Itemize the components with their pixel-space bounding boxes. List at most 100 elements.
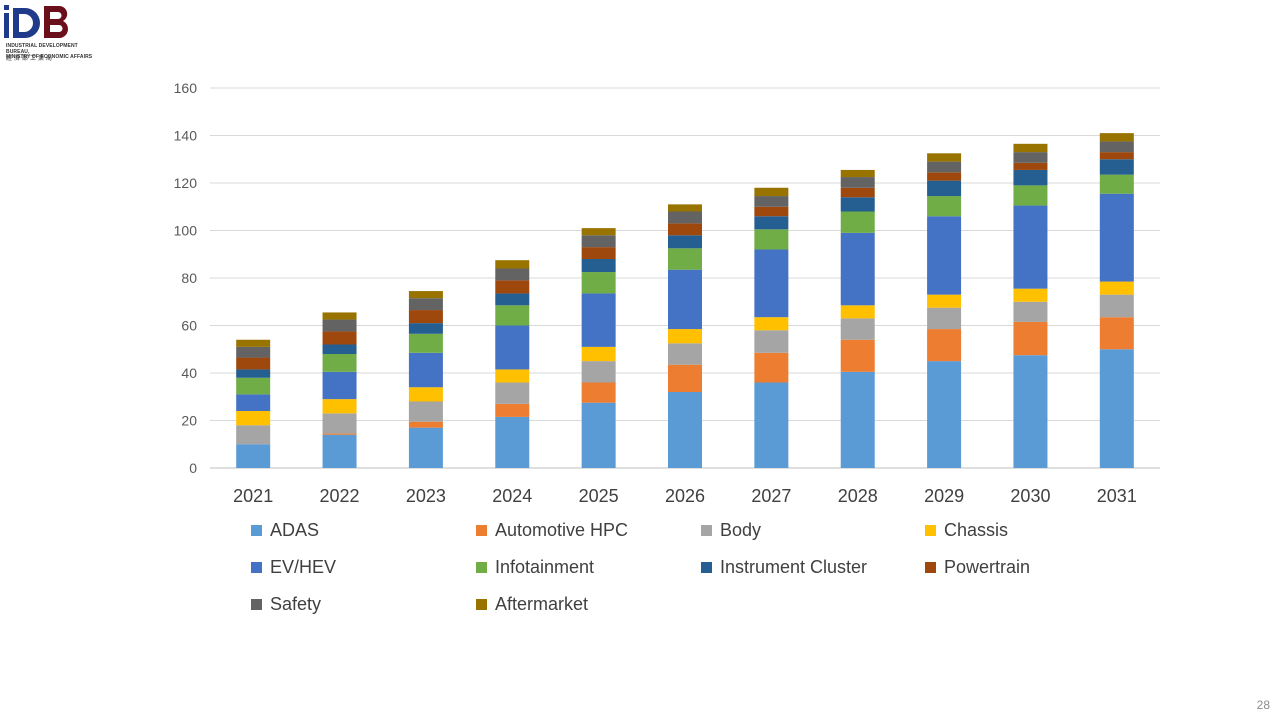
bar-segment-adas [927,361,962,468]
bar-segment-ev-hev [1099,193,1134,282]
bar-stack-2030 [1013,143,1048,468]
bar-segment-powertrain [754,206,789,217]
bar-segment-aftermarket [754,187,789,197]
bar-segment-safety [408,298,443,311]
bar-segment-automotive-hpc [408,421,443,428]
bar-segment-instrument-cluster [495,293,530,306]
bar-segment-adas [840,371,875,468]
legend-item-chassis: Chassis [925,520,1008,540]
bar-segment-body [495,382,530,404]
y-tick-label: 80 [181,270,197,286]
bar-segment-body [840,318,875,340]
bar-segment-chassis [236,411,271,426]
legend-item-powertrain: Powertrain [925,557,1030,577]
y-tick-label: 0 [189,460,197,476]
bar-segment-ev-hev [668,269,702,330]
bar-stack-2023 [408,291,443,468]
bar-segment-chassis [754,317,789,331]
bar-segment-instrument-cluster [668,235,702,249]
bar-segment-chassis [840,305,875,319]
bar-segment-safety [754,196,789,207]
legend-swatch [925,524,936,536]
bar-segment-adas [495,416,530,468]
bar-segment-chassis [1099,281,1134,295]
bar-segment-chassis [581,346,616,362]
bar-segment-safety [236,346,271,358]
bar-segment-infotainment [1099,174,1134,194]
bar-stack-2028 [840,169,875,468]
idb-logo-icon [4,5,68,38]
bar-segment-body [668,343,702,365]
bar-segment-powertrain [322,331,357,345]
bar-segment-aftermarket [927,153,962,162]
bar-segment-adas [236,444,271,468]
bar-segment-safety [927,161,962,173]
x-tick-label: 2026 [665,486,705,506]
y-tick-label: 60 [181,318,197,334]
bar-stack-2031 [1099,133,1134,468]
legend-label: Aftermarket [495,593,589,614]
legend-swatch [701,561,712,573]
bar-stack-2024 [495,260,530,468]
bar-segment-infotainment [668,248,702,270]
bar-segment-safety [1099,141,1134,153]
legend-item-automotive-hpc: Automotive HPC [476,520,628,540]
bar-segment-automotive-hpc [322,433,357,435]
x-tick-label: 2031 [1097,486,1137,506]
legend-label: Safety [270,593,322,614]
bar-segment-automotive-hpc [754,352,789,383]
legend-swatch [251,524,262,536]
x-axis-ticks: 2021 2022 2023 2024 2025 2026 2027 2028 2029 2030… [233,486,1137,506]
y-axis-ticks: 0 20 40 60 80 100 120 140 160 [174,80,198,476]
legend-label: Chassis [944,519,1009,540]
legend-label: ADAS [270,519,320,540]
bar-segment-infotainment [322,354,357,372]
legend-item-aftermarket: Aftermarket [476,594,588,614]
bar-segment-infotainment [495,305,530,326]
legend-swatch [476,598,487,610]
legend-swatch [476,524,487,536]
bar-segment-adas [1099,349,1134,468]
bar-segment-powertrain [927,172,962,181]
bar-segment-adas [408,427,443,468]
legend-label: Automotive HPC [495,519,629,540]
bar-segment-adas [581,402,616,468]
bar-segment-aftermarket [495,260,530,269]
bar-segment-infotainment [840,211,875,233]
bar-segment-infotainment [1013,185,1048,206]
bar-segment-adas [754,382,789,468]
x-tick-label: 2029 [924,486,964,506]
legend-swatch [251,598,262,610]
x-tick-label: 2023 [406,486,446,506]
bar-segment-chassis [927,294,962,308]
bar-segment-powertrain [840,187,875,198]
bar-segment-infotainment [236,377,271,395]
bar-segment-chassis [322,399,357,414]
bar-segment-infotainment [581,272,616,294]
legend-item-infotainment: Infotainment [476,557,594,577]
y-tick-label: 100 [174,223,198,239]
org-name-zh: 經濟部工業局 [6,56,55,62]
bar-segment-aftermarket [322,312,357,320]
bar-segment-body [754,330,789,353]
bar-segment-body [1013,301,1048,322]
bar-segment-aftermarket [581,228,616,236]
bar-segment-instrument-cluster [408,323,443,334]
bar-segment-chassis [408,387,443,402]
legend-swatch [251,561,262,573]
y-tick-label: 120 [174,175,198,191]
bar-segment-chassis [495,369,530,383]
bar-segment-powertrain [495,280,530,294]
bar-segment-automotive-hpc [1099,317,1134,350]
bar-segment-ev-hev [1013,205,1048,289]
bar-segment-safety [495,268,530,281]
bar-segment-adas [322,434,357,468]
legend-item-ev-hev: EV/HEV [251,557,336,577]
legend-label: Body [720,519,762,540]
bar-stack-2027 [754,187,789,468]
bar-segment-powertrain [236,357,271,370]
legend-item-adas: ADAS [251,520,319,540]
x-tick-label: 2028 [838,486,878,506]
y-tick-label: 40 [181,365,197,381]
